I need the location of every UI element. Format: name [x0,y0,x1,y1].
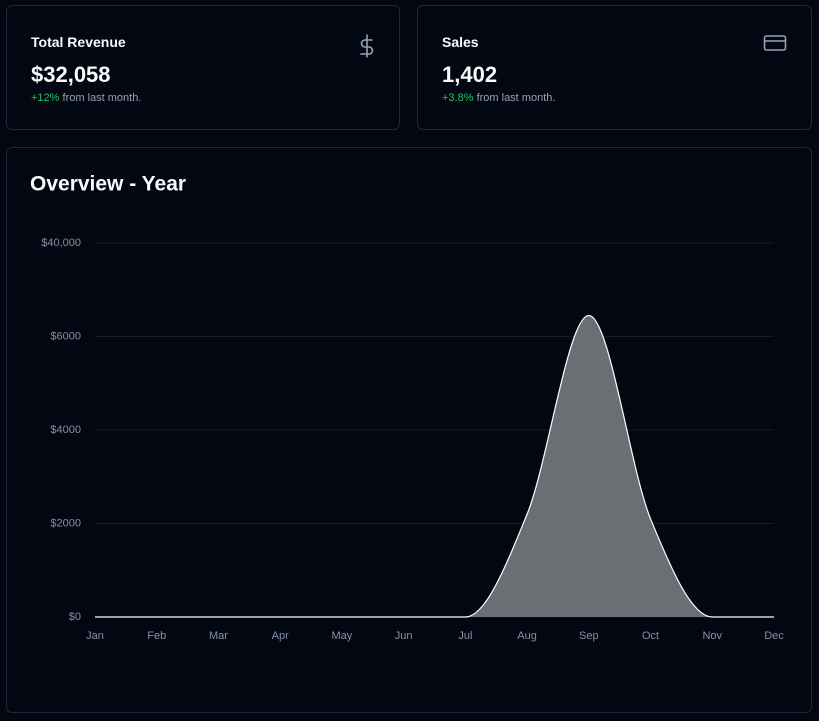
y-tick-label: $4000 [50,424,81,436]
x-tick-label: Apr [272,630,289,642]
y-tick-label: $6000 [50,330,81,342]
revenue-card: Total Revenue $32,058 +12% from last mon… [6,5,400,130]
y-tick-label: $0 [69,611,81,623]
x-tick-label: Feb [147,630,166,642]
card-note: +12% from last month. [31,92,141,104]
x-tick-label: Oct [642,630,659,642]
change: +12% [31,92,60,104]
card-title: Sales [442,34,479,50]
note: from last month. [476,92,556,104]
card-note: +3.8% from last month. [442,92,555,104]
x-tick-label: Nov [702,630,722,642]
x-tick-label: Sep [579,630,599,642]
sales-card: Sales 1,402 +3.8% from last month. [417,5,812,130]
card-value: 1,402 [442,62,498,87]
dollar-icon [360,34,374,58]
x-tick-label: Aug [517,630,537,642]
card-value: $32,058 [31,62,111,87]
y-tick-label: $2000 [50,517,81,529]
x-tick-label: Mar [209,630,228,642]
chart-title: Overview - Year [30,173,186,196]
change: +3.8% [442,92,474,104]
x-tick-label: May [332,630,353,642]
card-icon [763,35,787,51]
area [95,315,774,617]
x-tick-label: Jan [86,630,104,642]
y-tick-label: $40,000 [41,237,81,249]
card-title: Total Revenue [31,34,126,50]
line [95,314,774,618]
x-tick-label: Jun [395,630,413,642]
x-tick-label: Dec [764,630,784,642]
x-tick-label: Jul [458,630,472,642]
note: from last month. [62,92,142,104]
